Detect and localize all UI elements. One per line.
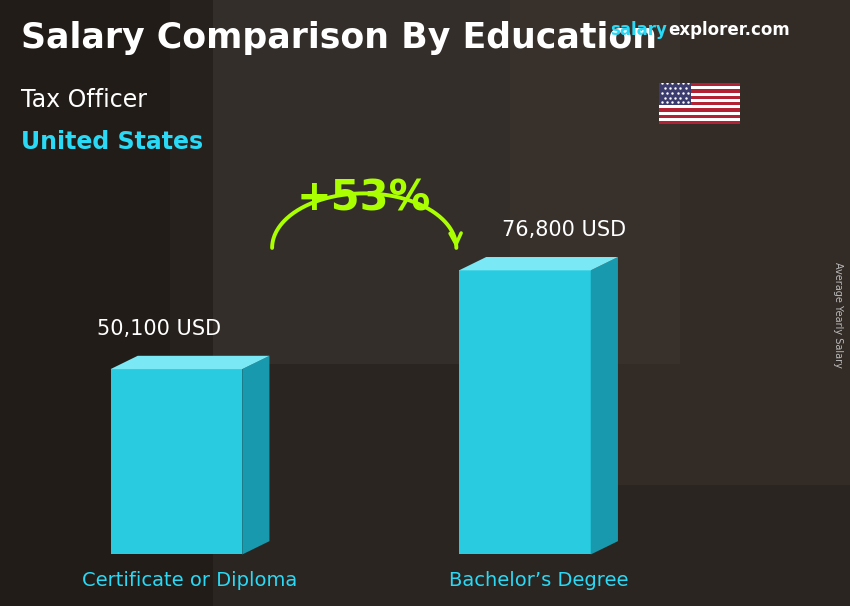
Bar [170, 0, 680, 364]
Text: Bachelor’s Degree: Bachelor’s Degree [449, 571, 628, 590]
Text: +53%: +53% [297, 178, 432, 220]
Bar [659, 86, 740, 89]
Polygon shape [110, 356, 269, 369]
Text: 76,800 USD: 76,800 USD [502, 220, 626, 240]
Text: Tax Officer: Tax Officer [21, 88, 147, 112]
Text: Salary Comparison By Education: Salary Comparison By Education [21, 21, 657, 55]
Text: explorer.com: explorer.com [668, 21, 790, 39]
Polygon shape [110, 369, 242, 554]
Bar [659, 83, 691, 105]
Polygon shape [459, 257, 618, 270]
Text: Average Yearly Salary: Average Yearly Salary [833, 262, 843, 368]
Bar [659, 99, 740, 102]
Bar [659, 93, 740, 96]
Bar [659, 102, 740, 105]
Text: salary: salary [610, 21, 667, 39]
Bar [659, 118, 740, 121]
Polygon shape [459, 270, 591, 554]
Text: 50,100 USD: 50,100 USD [97, 319, 222, 339]
Bar [659, 96, 740, 99]
Text: Certificate or Diploma: Certificate or Diploma [82, 571, 298, 590]
Bar [0, 0, 212, 606]
Polygon shape [242, 356, 269, 554]
Bar [510, 0, 850, 485]
Bar [659, 83, 740, 86]
Text: United States: United States [21, 130, 203, 155]
Polygon shape [591, 257, 618, 554]
Bar [659, 108, 740, 112]
Bar [659, 121, 740, 124]
Bar [659, 112, 740, 115]
Bar [659, 89, 740, 93]
Bar [659, 115, 740, 118]
Bar [659, 105, 740, 108]
